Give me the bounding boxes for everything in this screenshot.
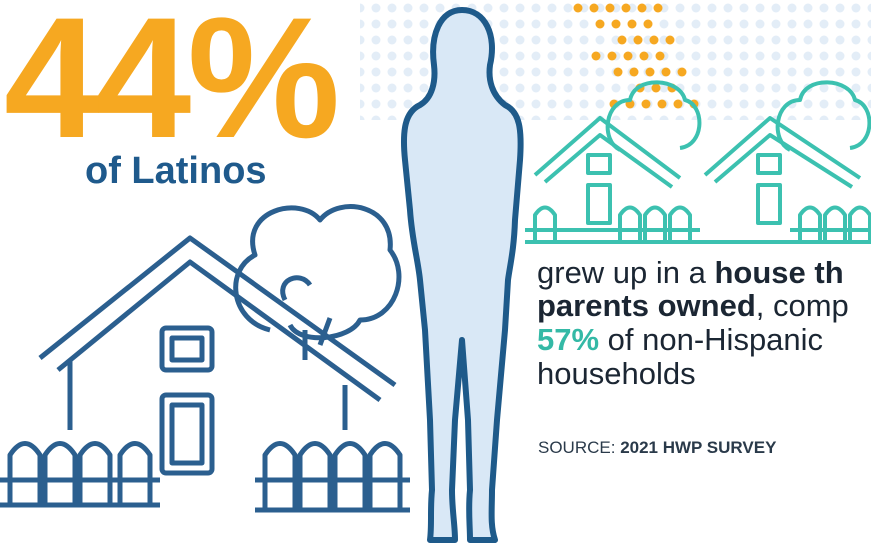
headline-stat: 44%	[4, 0, 336, 164]
text: of non-Hispanic	[599, 322, 823, 357]
dot	[592, 52, 601, 61]
source-value: 2021 HWP SURVEY	[620, 438, 776, 457]
dot	[674, 100, 683, 109]
source: SOURCE: 2021 HWP SURVEY	[538, 438, 776, 458]
text-highlight: 57%	[537, 322, 599, 357]
source-prefix: SOURCE:	[538, 438, 620, 457]
dot	[574, 4, 583, 13]
dot	[624, 52, 633, 61]
dot	[646, 68, 655, 77]
dot	[654, 4, 663, 13]
page: 44% of Latinos grew up in a house th par…	[0, 0, 871, 543]
dot	[650, 36, 659, 45]
body-line: 57% of non-Hispanic	[537, 324, 823, 355]
dot	[596, 20, 605, 29]
dot	[608, 52, 617, 61]
text: grew up in a	[537, 255, 715, 290]
dot	[634, 36, 643, 45]
headline-label: of Latinos	[85, 150, 267, 193]
dot	[630, 68, 639, 77]
dot	[644, 20, 653, 29]
text-bold: parents owned	[537, 288, 756, 323]
body-line: grew up in a house th	[537, 257, 844, 288]
dot	[652, 84, 661, 93]
dot	[628, 20, 637, 29]
dot	[638, 4, 647, 13]
dot	[622, 4, 631, 13]
dot	[656, 52, 665, 61]
dot	[666, 36, 675, 45]
body-line: households	[537, 358, 696, 389]
dot	[606, 4, 615, 13]
dot	[662, 68, 671, 77]
dot	[640, 52, 649, 61]
dot	[618, 36, 627, 45]
dot	[612, 20, 621, 29]
house-big	[0, 207, 410, 510]
text: households	[537, 356, 696, 391]
dot	[678, 68, 687, 77]
dot	[614, 68, 623, 77]
body-line: parents owned, comp	[537, 290, 849, 321]
dot	[658, 100, 667, 109]
text-bold: house th	[715, 255, 844, 290]
dot	[590, 4, 599, 13]
text: , comp	[756, 288, 849, 323]
dot	[642, 100, 651, 109]
